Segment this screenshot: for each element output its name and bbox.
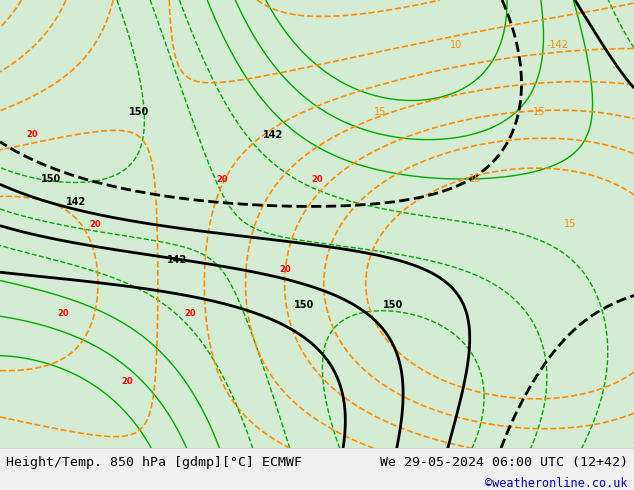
- Text: Height/Temp. 850 hPa [gdmp][°C] ECMWF: Height/Temp. 850 hPa [gdmp][°C] ECMWF: [6, 456, 302, 469]
- Text: 20: 20: [280, 265, 291, 273]
- Text: 10: 10: [450, 40, 463, 50]
- Text: 150: 150: [383, 300, 403, 310]
- Text: 15: 15: [374, 107, 387, 117]
- Text: ©weatheronline.co.uk: ©weatheronline.co.uk: [485, 477, 628, 490]
- Text: 15: 15: [564, 219, 577, 229]
- Text: 20: 20: [311, 175, 323, 184]
- Text: 20: 20: [89, 220, 101, 229]
- Text: 15: 15: [469, 174, 482, 184]
- FancyBboxPatch shape: [0, 0, 634, 448]
- Text: -142: -142: [547, 40, 569, 50]
- Text: 20: 20: [26, 130, 37, 139]
- Text: 20: 20: [216, 175, 228, 184]
- Text: 142: 142: [167, 255, 188, 265]
- Text: 150: 150: [129, 107, 150, 117]
- Text: 20: 20: [184, 309, 196, 318]
- Text: 20: 20: [58, 309, 69, 318]
- Text: 15: 15: [533, 107, 545, 117]
- Text: 142: 142: [66, 197, 86, 207]
- Text: 150: 150: [41, 174, 61, 184]
- Text: 142: 142: [262, 129, 283, 140]
- Text: 20: 20: [121, 377, 133, 386]
- Text: We 29-05-2024 06:00 UTC (12+42): We 29-05-2024 06:00 UTC (12+42): [380, 456, 628, 469]
- Text: 150: 150: [294, 300, 314, 310]
